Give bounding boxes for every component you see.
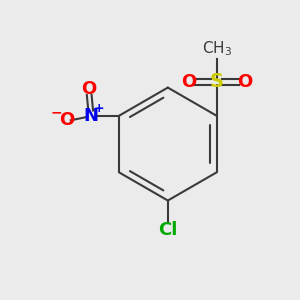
Text: O: O xyxy=(181,73,196,91)
Text: O: O xyxy=(237,73,253,91)
Text: O: O xyxy=(82,80,97,98)
Text: +: + xyxy=(94,102,104,115)
Text: S: S xyxy=(210,72,224,91)
Text: CH$_3$: CH$_3$ xyxy=(202,40,232,58)
Text: −: − xyxy=(51,106,62,120)
Text: O: O xyxy=(59,111,74,129)
Text: Cl: Cl xyxy=(158,221,178,239)
Text: N: N xyxy=(83,107,98,125)
